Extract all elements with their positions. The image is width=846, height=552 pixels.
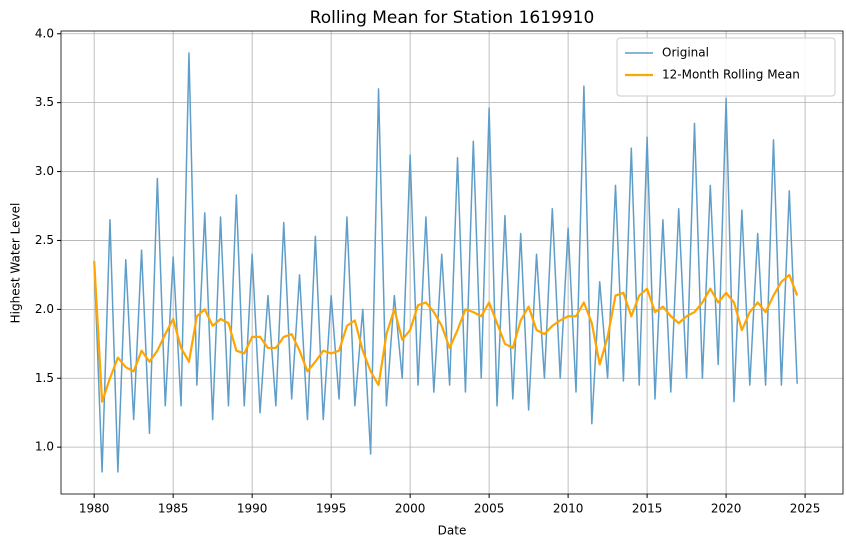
x-tick-label: 1980 <box>79 502 110 516</box>
x-tick-label: 1985 <box>158 502 189 516</box>
x-axis-label: Date <box>438 524 467 538</box>
y-axis-label: Highest Water Level <box>9 203 23 324</box>
y-tick-label: 1.0 <box>35 440 54 454</box>
legend-box <box>616 37 836 97</box>
series-line <box>93 52 798 473</box>
plot-frame <box>60 30 844 495</box>
legend-label: Original <box>662 46 709 60</box>
x-tick-label: 2025 <box>790 502 821 516</box>
x-tick-label: 1990 <box>237 502 268 516</box>
y-tick-label: 2.0 <box>35 302 54 316</box>
legend: Original 12-Month Rolling Mean <box>616 37 836 97</box>
x-tick-label: 2000 <box>395 502 426 516</box>
chart-title: Rolling Mean for Station 1619910 <box>310 8 595 28</box>
x-tick-label: 2005 <box>474 502 505 516</box>
x-tick-label: 2020 <box>711 502 742 516</box>
y-tick-label: 4.0 <box>35 26 54 40</box>
series-line <box>93 261 799 403</box>
x-tick-label: 1995 <box>316 502 347 516</box>
y-tick-label: 3.0 <box>35 164 54 178</box>
y-tick-label: 3.5 <box>35 95 54 109</box>
y-tick-label: 2.5 <box>35 233 54 247</box>
x-tick-label: 2015 <box>632 502 663 516</box>
x-tick-label: 2010 <box>553 502 584 516</box>
y-tick-label: 1.5 <box>35 371 54 385</box>
legend-label: 12-Month Rolling Mean <box>662 68 800 82</box>
